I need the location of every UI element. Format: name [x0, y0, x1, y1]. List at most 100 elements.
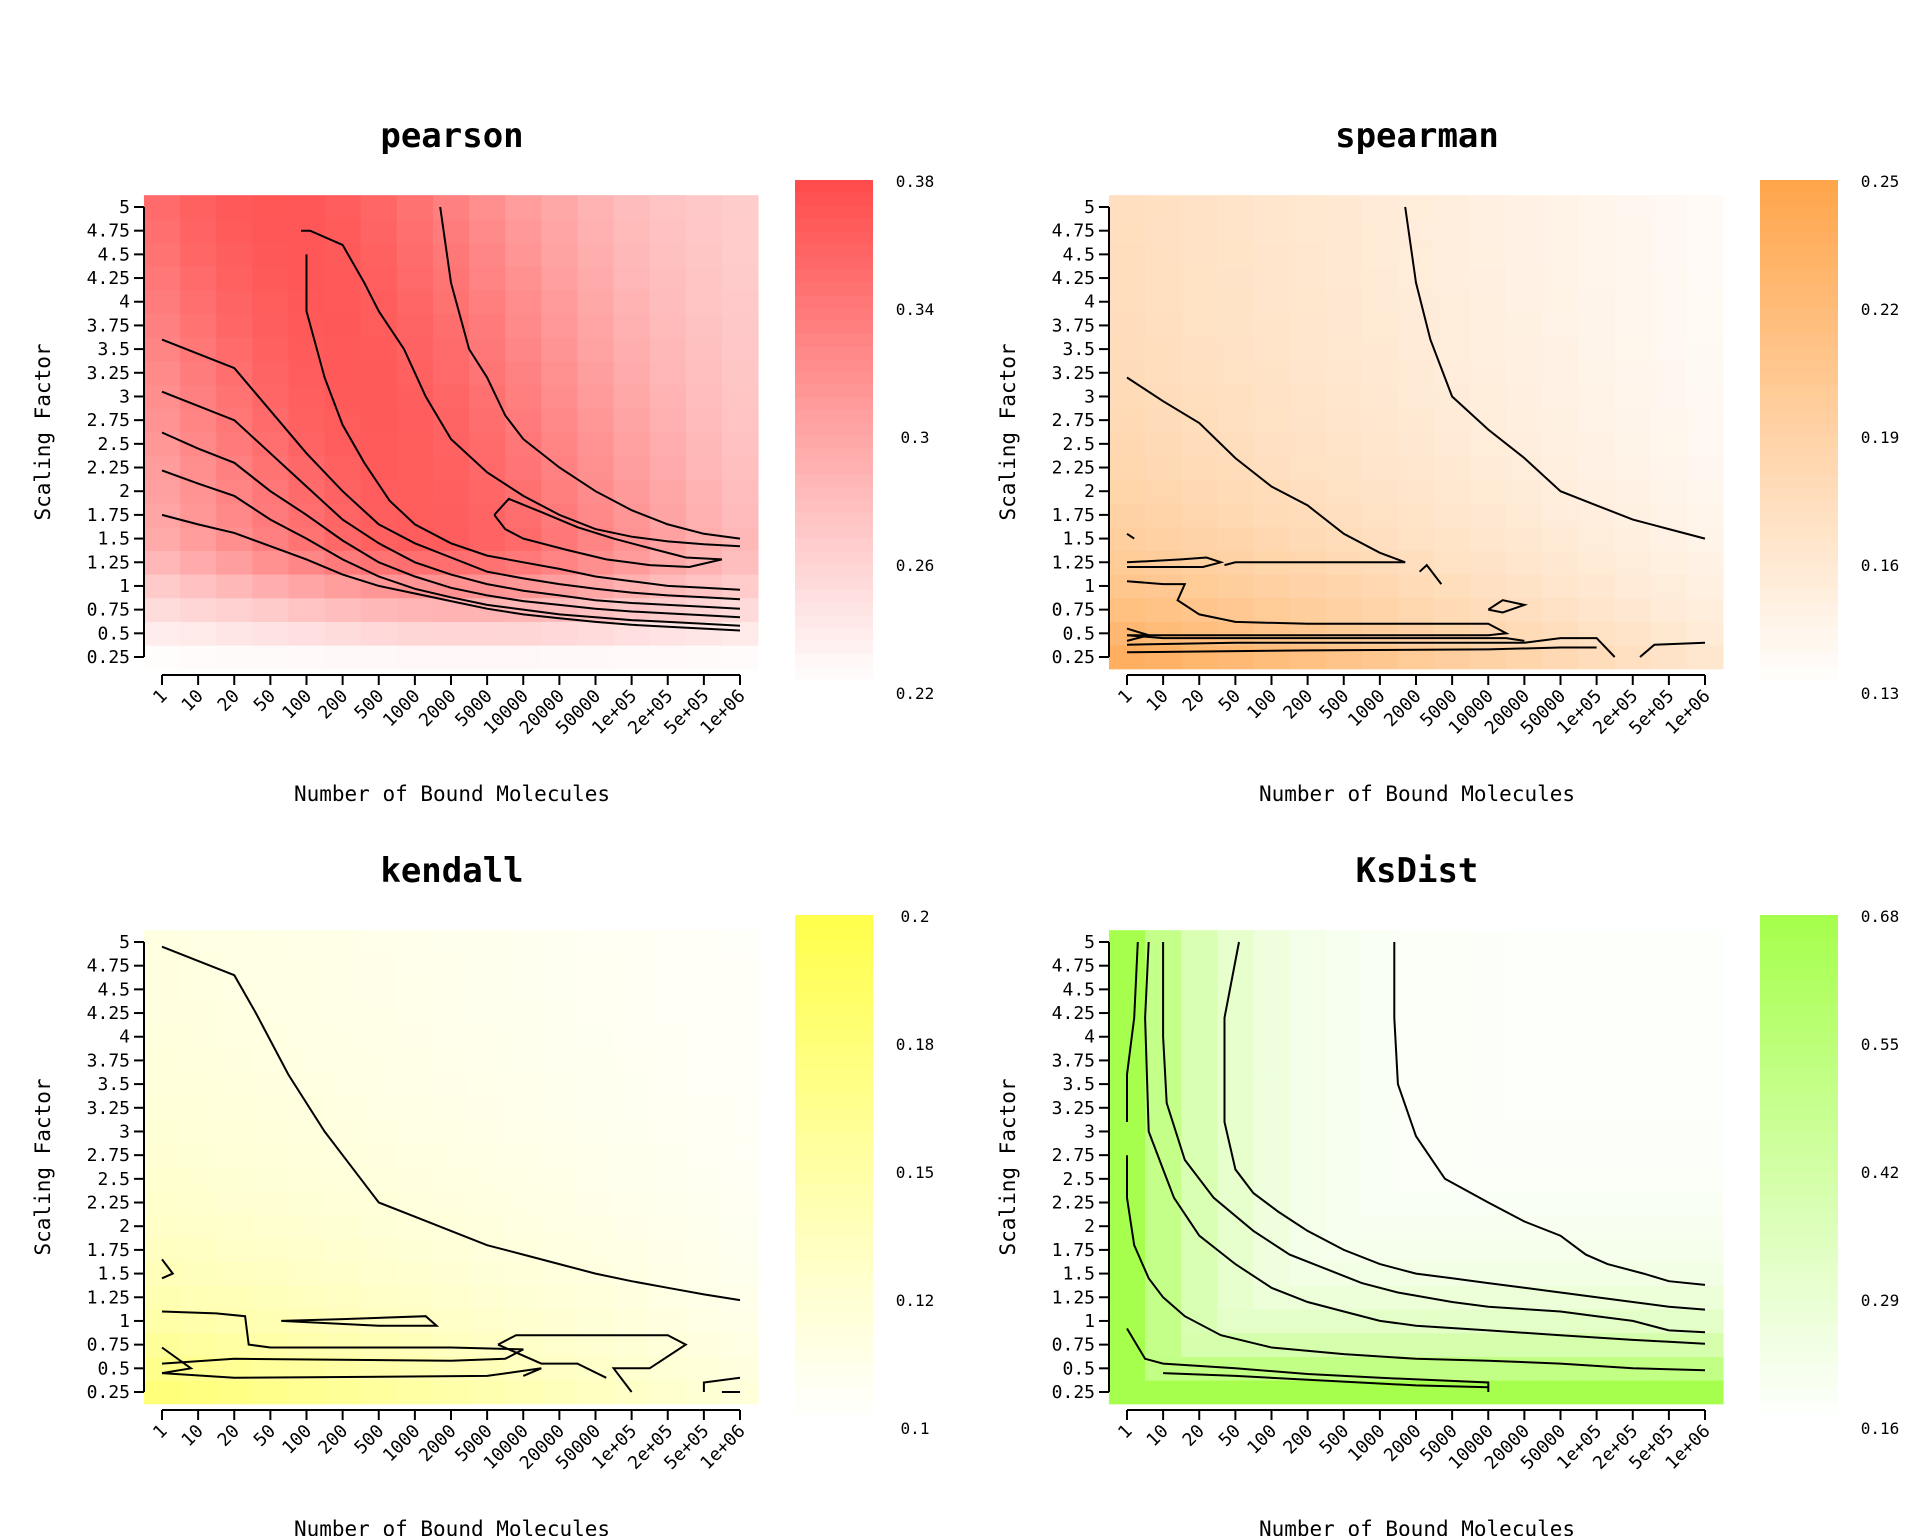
heatmap-cell [1361, 195, 1399, 220]
heatmap-cell [469, 1095, 506, 1121]
heatmap-cell [432, 1143, 470, 1168]
heatmap-cell [1578, 1143, 1616, 1168]
heatmap-cell [143, 621, 181, 646]
heatmap-cell [649, 1095, 687, 1121]
y-tick-label: 5 [119, 197, 130, 218]
heatmap-cell [649, 313, 687, 338]
legend-swatch [1760, 320, 1838, 335]
heatmap-cell [1542, 953, 1580, 979]
heatmap-cell [432, 930, 470, 955]
legend-swatch [1760, 436, 1838, 450]
heatmap-cell [685, 1072, 723, 1097]
y-axis-label: Scaling Factor [31, 1078, 55, 1255]
contour-line [1393, 942, 1706, 1286]
heatmap-cell [469, 1214, 506, 1239]
legend-swatch [795, 461, 873, 475]
x-tick-label: 2000 [415, 686, 461, 732]
heatmap-cell [1217, 597, 1254, 622]
heatmap-cell [1506, 195, 1543, 220]
heatmap-cell [1578, 408, 1616, 433]
heatmap-cell [1289, 1001, 1327, 1026]
legend-tick-label: 0.42 [1861, 1163, 1900, 1182]
legend-swatch [1760, 1260, 1838, 1274]
heatmap-cell [1614, 408, 1652, 433]
heatmap-cell [396, 1261, 434, 1286]
heatmap-cell [143, 597, 181, 622]
heatmap-cell [1434, 1214, 1471, 1239]
heatmap-cell [1325, 1095, 1363, 1121]
heatmap-cell [1361, 1095, 1399, 1121]
heatmap-cell [252, 1261, 289, 1286]
legend-swatch [795, 1235, 873, 1249]
heatmap-cell [1506, 1261, 1543, 1286]
y-tick-label: 3.25 [87, 363, 130, 384]
heatmap-cell [1145, 289, 1182, 315]
heatmap-cell [1361, 1332, 1399, 1357]
heatmap-cell [1686, 1356, 1724, 1381]
heatmap-cell [721, 337, 759, 362]
heatmap-cell [1397, 455, 1435, 480]
legend-swatch [795, 991, 873, 1006]
heatmap-cell [1578, 384, 1616, 409]
heatmap-cell [1325, 597, 1363, 622]
y-tick-label: 3 [119, 1121, 130, 1142]
heatmap-cell [1361, 977, 1399, 1002]
heatmap-cell [143, 1024, 181, 1050]
heatmap-cell [1470, 503, 1507, 528]
contour-line [161, 1258, 175, 1280]
heatmap-cell [721, 1332, 759, 1357]
heatmap-cell [1397, 408, 1435, 433]
heatmap-cell [432, 1024, 470, 1050]
heatmap-cell [649, 550, 687, 575]
heatmap-cell [1181, 1380, 1218, 1405]
x-tick-label: 20 [1179, 686, 1209, 716]
heatmap-cell [541, 242, 578, 267]
heatmap-cell [288, 953, 326, 979]
heatmap-cell [143, 550, 181, 575]
legend-swatch [795, 1401, 873, 1415]
heatmap-cell [1397, 1309, 1435, 1334]
y-tick-label: 1.75 [1052, 505, 1095, 526]
heatmap-cell [288, 1285, 326, 1310]
heatmap-cell [216, 597, 253, 622]
heatmap-cell [396, 218, 434, 244]
y-tick-label: 1 [119, 1311, 130, 1332]
legend-tick-label: 0.18 [896, 1035, 935, 1054]
heatmap-cell [288, 977, 326, 1002]
heatmap-cell [1542, 621, 1580, 646]
contour-line [1126, 646, 1597, 654]
heatmap-cell [613, 977, 651, 1002]
heatmap-cell [1181, 360, 1218, 386]
legend-tick-label: 0.16 [1861, 556, 1900, 575]
heatmap-cell [1506, 479, 1543, 504]
heatmap-cell [1614, 930, 1652, 955]
color-legend: 0.220.260.30.340.38 [795, 172, 934, 703]
heatmap-cell [396, 432, 434, 457]
heatmap-cell [1181, 242, 1218, 267]
heatmap-cell [180, 289, 217, 315]
legend-swatch [795, 915, 873, 929]
heatmap-cell [1217, 1238, 1254, 1263]
heatmap-cell [649, 1119, 687, 1144]
legend-tick-label: 0.55 [1861, 1035, 1900, 1054]
contour-line [161, 338, 741, 601]
heatmap-cell [143, 977, 181, 1002]
legend-swatch [795, 320, 873, 335]
legend-swatch [795, 397, 873, 411]
heatmap-cell [685, 195, 723, 220]
heatmap-cell [505, 1285, 542, 1310]
legend-swatch [1760, 927, 1838, 942]
heatmap-cell [396, 1143, 434, 1168]
heatmap-cell [1650, 977, 1688, 1002]
heatmap-cell [685, 289, 723, 315]
heatmap-cell [432, 977, 470, 1002]
heatmap-cell [1650, 550, 1688, 575]
x-tick-label: 1000 [1344, 1421, 1390, 1467]
heatmap-cell [1289, 1143, 1327, 1168]
y-tick-label: 4 [1084, 292, 1095, 313]
heatmap-cell [1181, 1332, 1218, 1357]
x-tick-label: 1000 [379, 1421, 425, 1467]
heatmap-cell [252, 1072, 289, 1097]
heatmap-cell [180, 1024, 217, 1050]
heatmap-cell [1108, 289, 1146, 315]
